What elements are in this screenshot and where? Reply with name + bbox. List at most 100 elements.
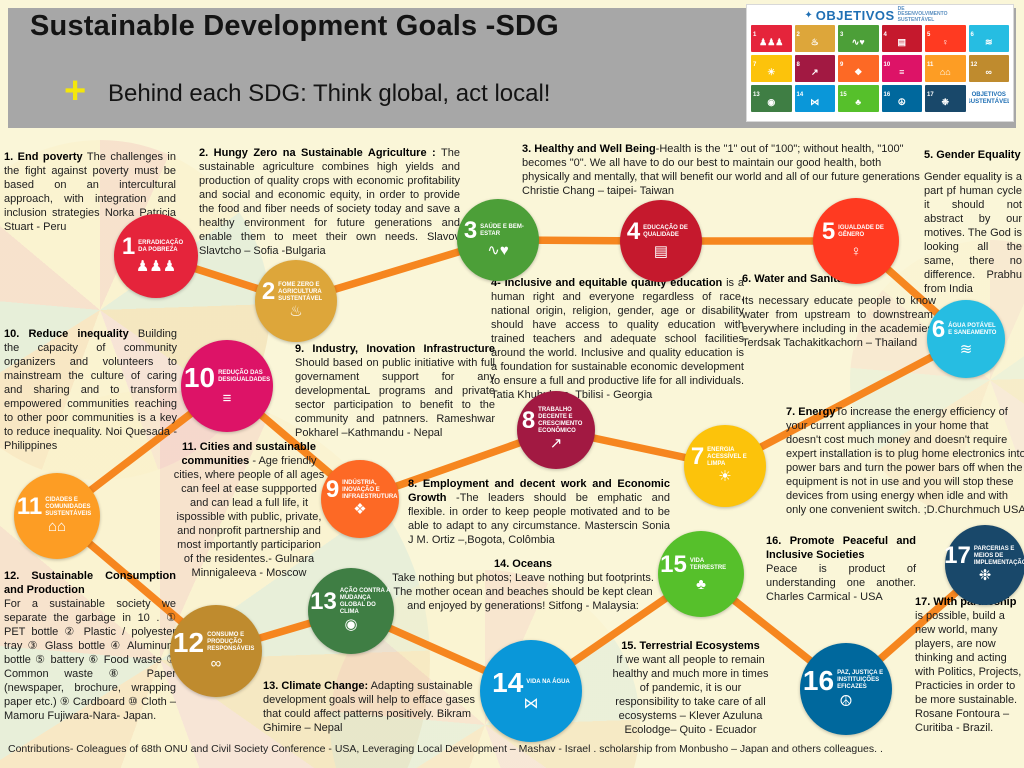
block-title: 12. Sustainable Consumption and Producti… — [4, 570, 176, 596]
sdg-badge-17: 17 PARCERIAS E MEIOS DE IMPLEMENTAÇÃO ❉ — [944, 525, 1024, 605]
sdg-tile-3: 3 ∿♥ — [838, 25, 879, 52]
badge-label: PAZ, JUSTIÇA E INSTITUIÇÕES EFICAZES — [837, 669, 884, 690]
block-text: Take nothing but photos; Leave nothing b… — [392, 571, 654, 612]
sdg-tile-1: 1 ♟♟♟ — [751, 25, 792, 52]
sdg-tile-17: 17 ❉ — [925, 85, 966, 112]
badge-number: 7 — [690, 443, 705, 471]
block-title: 5. Gender Equality — [924, 149, 1021, 161]
block-16-peace: 16. Promote Peaceful and Inclusive Socie… — [766, 535, 916, 605]
block-title: 13. Climate Change: — [263, 680, 369, 692]
block-title: 15. Terrestrial Ecosystems — [621, 640, 760, 652]
badge-label: EDUCAÇÃO DE QUALIDADE — [643, 225, 688, 239]
sdg-badge-9: 9 INDÚSTRIA, INOVAÇÃO E INFRAESTRUTURA ❖ — [321, 460, 399, 538]
badge-number: 14 — [492, 666, 524, 698]
block-2-hunger-zero: 2. Hungy Zero na Sustainable Agriculture… — [199, 147, 460, 259]
block-8-employment: 8. Employment and decent work and Econom… — [408, 478, 670, 548]
sdg-tile-4: 4 ▤ — [881, 25, 922, 52]
growth-chart-icon: ↗ — [549, 435, 563, 453]
badge-label: FOME ZERO E AGRICULTURA SUSTENTÁVEL — [278, 281, 323, 302]
sdg-badge-2: 2 FOME ZERO E AGRICULTURA SUSTENTÁVEL ♨ — [255, 260, 337, 342]
badge-number: 12 — [172, 626, 205, 658]
badge-label: ENERGIA ACESSÍVEL E LIMPA — [707, 446, 747, 467]
badge-number: 2 — [261, 278, 276, 306]
badge-label: TRABALHO DECENTE E CRESCIMENTO ECONÔMICO — [538, 407, 583, 435]
logo-tagline: DE DESENVOLVIMENTO SUSTENTÁVEL — [897, 5, 948, 23]
badge-number: 17 — [944, 542, 971, 570]
badge-label: ERRADICAÇÃO DA POBREZA — [138, 240, 184, 254]
block-title: 11. Cities and sustainable communities — [181, 441, 316, 467]
block-10-inequality: 10. Reduce inequality Building the capac… — [4, 328, 177, 454]
sdg-badge-3: 3 SAÚDE E BEM-ESTAR ∿♥ — [457, 199, 539, 281]
equality-icon: ≡ — [222, 389, 232, 407]
block-text: - Age friendly cities, where people of a… — [173, 454, 325, 579]
block-title: 9. Industry, Inovation Infrastructure — [295, 343, 495, 355]
block-5-gender: 5. Gender Equality Gender equality is a p… — [924, 149, 1022, 297]
block-text: -Health is the "1" out of "100"; without… — [522, 143, 920, 197]
block-title: 16. Promote Peaceful and Inclusive Socie… — [766, 535, 916, 561]
block-text: If we want all people to remain healthy … — [612, 653, 769, 736]
badge-label: CONSUMO E PRODUÇÃO RESPONSÁVEIS — [207, 631, 255, 652]
sdg-tile-6: 6 ≋ — [968, 25, 1009, 52]
water-drop-icon: ≋ — [959, 341, 973, 359]
block-text: To increase the energy efficiency of you… — [786, 406, 1024, 516]
block-text: is possible, build a new world, many pla… — [915, 609, 1022, 734]
block-text: Gender equality is a part pf human cycle… — [924, 170, 1022, 295]
block-4-education: 4- Inclusive and equitable quality educa… — [491, 277, 744, 403]
block-6-water: 6. Water and Sanitation Its necessary edu… — [742, 273, 936, 351]
un-emblem-icon: ✦ — [804, 9, 813, 21]
sdg-badge-15: 15 VIDA TERRESTRE ♣ — [658, 531, 744, 617]
climate-eye-icon: ◉ — [344, 616, 358, 634]
sdg-tile-8: 8 ↗ — [794, 55, 835, 82]
block-title: 3. Healthy and Well Being — [522, 143, 656, 155]
tree-icon: ♣ — [696, 576, 706, 594]
block-3-health: 3. Healthy and Well Being-Health is the … — [522, 143, 926, 199]
building-blocks-icon: ❖ — [353, 501, 367, 519]
sdg-badge-7: 7 ENERGIA ACESSÍVEL E LIMPA ☀ — [684, 425, 766, 507]
badge-number: 1 — [121, 233, 136, 261]
logo-brand: OBJETIVOS — [815, 7, 895, 23]
badge-number: 16 — [802, 664, 835, 696]
badge-label: CIDADES E COMUNIDADES SUSTENTÁVEIS — [45, 496, 92, 517]
block-text: Should based on public initiative with f… — [295, 356, 495, 439]
block-text: Peace is product of understanding one an… — [766, 562, 916, 603]
block-text: The sustainable agriculture combines hig… — [199, 147, 461, 257]
block-title: 8. Employment and decent work and Econom… — [408, 478, 670, 504]
sdg-tile-16: 16 ☮ — [881, 85, 922, 112]
peace-dove-icon: ☮ — [839, 692, 853, 710]
infinity-loop-icon: ∞ — [210, 654, 222, 672]
block-text: Building the capacity of community organ… — [4, 328, 178, 452]
sdg-badge-10: 10 REDUÇÃO DAS DESIGUALDADES ≡ — [181, 340, 273, 432]
block-text: Its necessary educate people to know wat… — [742, 294, 936, 349]
sdg-badge-13: 13 AÇÃO CONTRA A MUDANÇA GLOBAL DO CLIMA ◉ — [308, 568, 394, 654]
page-subtitle: Behind each SDG: Think global, act local… — [108, 80, 551, 107]
block-text: is a human right and everyone regardless… — [491, 277, 745, 401]
badge-label: VIDA TERRESTRE — [689, 558, 727, 572]
city-buildings-icon: ⌂⌂ — [47, 518, 67, 536]
block-14-oceans: 14. Oceans Take nothing but photos; Leave… — [383, 558, 663, 614]
block-title: 7. Energy — [786, 406, 836, 418]
sdg-tile-13: 13 ◉ — [751, 85, 792, 112]
plus-bullet-icon: + — [64, 70, 87, 112]
badge-number: 15 — [660, 551, 687, 579]
block-text: For a sustainable society we separate th… — [4, 597, 176, 722]
sdg-tile-7: 7 ☀ — [751, 55, 792, 82]
badge-label: VIDA NA ÁGUA — [526, 678, 570, 685]
badge-label: ÁGUA POTÁVEL E SANEAMENTO — [948, 323, 997, 337]
block-1-end-poverty: 1. End poverty The challenges in the fig… — [4, 151, 176, 235]
sdg-tile-grid: 1 ♟♟♟ 2 ♨ 3 ∿♥ 4 ▤ 5 ♀ 6 ≋ 7 ☀ 8 ↗ 9 ❖ 10 ≡ 11 ⌂⌂ 12 ∞ 13 ◉ 14 ⋈ 15 ♣… — [751, 25, 1009, 112]
block-13-climate: 13. Climate Change: Adapting sustainable… — [263, 680, 485, 736]
block-title: 2. Hungy Zero na Sustainable Agriculture… — [199, 147, 436, 159]
sdg-logo-box: ✦ OBJETIVOS DE DESENVOLVIMENTO SUSTENTÁV… — [746, 4, 1014, 122]
fish-icon: ⋈ — [523, 694, 539, 712]
block-title: 1. End poverty — [4, 151, 83, 163]
block-15-ecosystems: 15. Terrestrial Ecosystems If we want all… — [607, 640, 774, 738]
sdg-badge-16: 16 PAZ, JUSTIÇA E INSTITUIÇÕES EFICAZES ☮ — [800, 643, 892, 735]
sdg-tile-11: 11 ⌂⌂ — [925, 55, 966, 82]
open-book-icon: ▤ — [653, 243, 669, 261]
block-text: -The leaders should be emphatic and flex… — [408, 491, 670, 546]
block-title: 4- Inclusive and equitable quality educa… — [491, 277, 723, 289]
partnership-circles-icon: ❉ — [978, 567, 992, 585]
badge-label: REDUÇÃO DAS DESIGUALDADES — [218, 370, 271, 384]
block-text: The challenges in the fight against pove… — [4, 151, 176, 233]
